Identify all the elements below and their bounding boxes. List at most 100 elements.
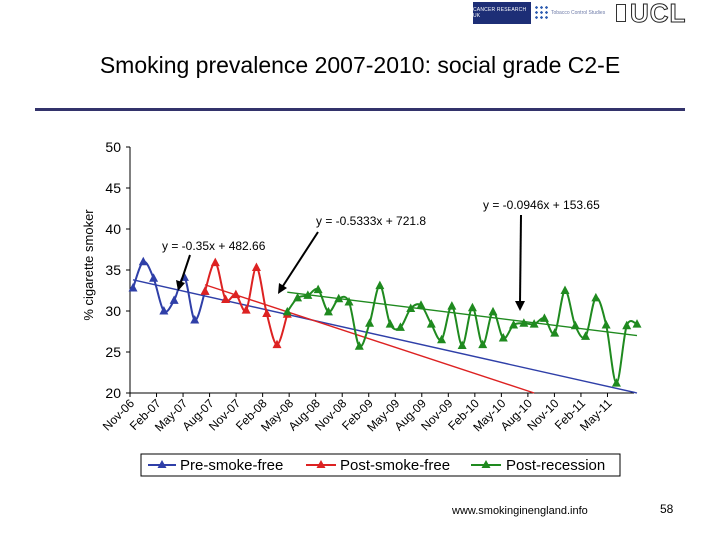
arrow-post	[280, 231, 319, 290]
trend-lines	[132, 279, 638, 394]
data-point-recession	[539, 313, 549, 322]
data-point-post	[272, 339, 282, 349]
legend-label-recession: Post-recession	[506, 457, 605, 474]
data-point-recession	[426, 319, 436, 328]
footer-url: www.smokinginengland.info	[452, 505, 588, 517]
data-point-recession	[303, 290, 313, 299]
data-point-pre	[159, 306, 169, 315]
data-point-recession	[478, 339, 488, 349]
legend-item-pre: Pre-smoke-free	[148, 457, 283, 474]
y-tick-label: 20	[105, 385, 121, 401]
ucl-logo-text: UCL	[629, 0, 687, 28]
series-group	[128, 256, 642, 387]
trendline-label-pre: y = -0.35x + 482.66	[162, 239, 266, 253]
ucl-logo: UCL	[616, 0, 716, 28]
arrowhead-recession	[515, 301, 525, 311]
data-point-recession	[509, 319, 519, 329]
data-point-recession	[560, 285, 570, 294]
arrow-pre	[179, 254, 191, 286]
y-tick-label: 30	[105, 303, 121, 319]
title-rule	[35, 108, 685, 111]
legend-label-pre: Pre-smoke-free	[180, 457, 283, 474]
data-point-post	[221, 294, 231, 304]
data-point-pre	[149, 273, 159, 282]
data-point-recession	[313, 284, 323, 294]
y-ticks: 20 25 30 35 40 45 50	[105, 139, 130, 401]
tobacco-control-studies-logo-text: Tobacco Control Studies	[551, 10, 606, 16]
legend-marker-post	[316, 460, 326, 468]
page-number: 58	[660, 502, 674, 516]
arrow-recession	[519, 214, 522, 304]
plot-area	[130, 147, 634, 393]
data-point-recession	[611, 378, 621, 387]
legend: Pre-smoke-free Post-smoke-free Post-rece…	[140, 453, 621, 477]
data-point-recession	[344, 296, 354, 306]
arrowhead-pre	[176, 280, 185, 291]
data-point-recession	[437, 334, 447, 344]
data-point-recession	[334, 293, 344, 303]
trendline-label-post: y = -0.5333x + 721.8	[316, 214, 426, 228]
data-point-recession	[529, 319, 539, 328]
data-point-pre	[169, 295, 179, 304]
data-point-post	[262, 308, 272, 317]
y-tick-label: 50	[105, 139, 121, 155]
dots-icon	[534, 5, 548, 21]
data-point-recession	[601, 319, 611, 329]
cancer-research-uk-logo-text: CANCER RESEARCH UK	[473, 7, 527, 19]
data-point-recession	[354, 341, 364, 350]
data-point-recession	[632, 319, 642, 328]
data-point-recession	[570, 320, 580, 330]
series-line-pre	[132, 260, 206, 322]
data-point-recession	[323, 306, 333, 316]
crest-icon	[616, 4, 626, 22]
data-point-post	[210, 257, 220, 267]
data-point-recession	[282, 306, 292, 316]
data-point-recession	[550, 328, 560, 337]
data-point-recession	[293, 292, 303, 302]
cancer-research-uk-logo: CANCER RESEARCH UK	[473, 2, 531, 24]
legend-marker-recession	[481, 460, 491, 468]
data-point-recession	[457, 340, 467, 349]
data-point-recession	[395, 322, 405, 331]
y-tick-label: 45	[105, 180, 121, 196]
y-tick-label: 35	[105, 262, 121, 278]
data-point-recession	[622, 320, 632, 330]
legend-label-post: Post-smoke-free	[340, 457, 450, 474]
data-point-pre	[138, 256, 148, 266]
tobacco-control-studies-logo: Tobacco Control Studies	[534, 2, 612, 24]
data-point-post	[251, 262, 261, 272]
data-point-pre	[190, 315, 200, 324]
data-point-recession	[581, 331, 591, 340]
series-line-post	[204, 261, 289, 346]
y-tick-label: 25	[105, 344, 121, 360]
x-ticks: Nov-06Feb-07May-07Aug-07Nov-07Feb-08May-…	[100, 393, 615, 434]
data-point-recession	[365, 318, 375, 327]
legend-marker-pre	[157, 460, 167, 468]
trendline-post	[204, 284, 535, 394]
slide-title: Smoking prevalence 2007-2010: social gra…	[99, 52, 621, 78]
legend-item-post: Post-smoke-free	[306, 457, 450, 474]
trendline-pre	[132, 279, 638, 394]
data-point-recession	[591, 292, 601, 302]
trendline-label-recession: y = -0.0946x + 153.65	[483, 198, 600, 212]
data-point-recession	[406, 303, 416, 313]
y-tick-label: 40	[105, 221, 121, 237]
data-point-post	[200, 286, 210, 295]
data-point-recession	[488, 306, 498, 316]
data-point-post	[231, 289, 241, 299]
data-point-pre	[128, 283, 138, 292]
data-point-recession	[467, 302, 477, 312]
data-point-recession	[519, 318, 529, 327]
arrowhead-post	[278, 283, 287, 294]
y-axis-label: % cigarette smoker	[81, 209, 96, 321]
data-point-recession	[498, 333, 508, 342]
data-point-recession	[385, 319, 395, 328]
data-point-post	[241, 305, 251, 314]
data-point-recession	[447, 301, 457, 310]
data-point-recession	[416, 300, 426, 309]
logo-bar: CANCER RESEARCH UK Tobacco Control Studi…	[470, 0, 720, 28]
annotations: y = -0.35x + 482.66 y = -0.5333x + 721.8…	[162, 198, 600, 311]
legend-item-recession: Post-recession	[471, 457, 605, 474]
legend-box	[140, 453, 621, 477]
